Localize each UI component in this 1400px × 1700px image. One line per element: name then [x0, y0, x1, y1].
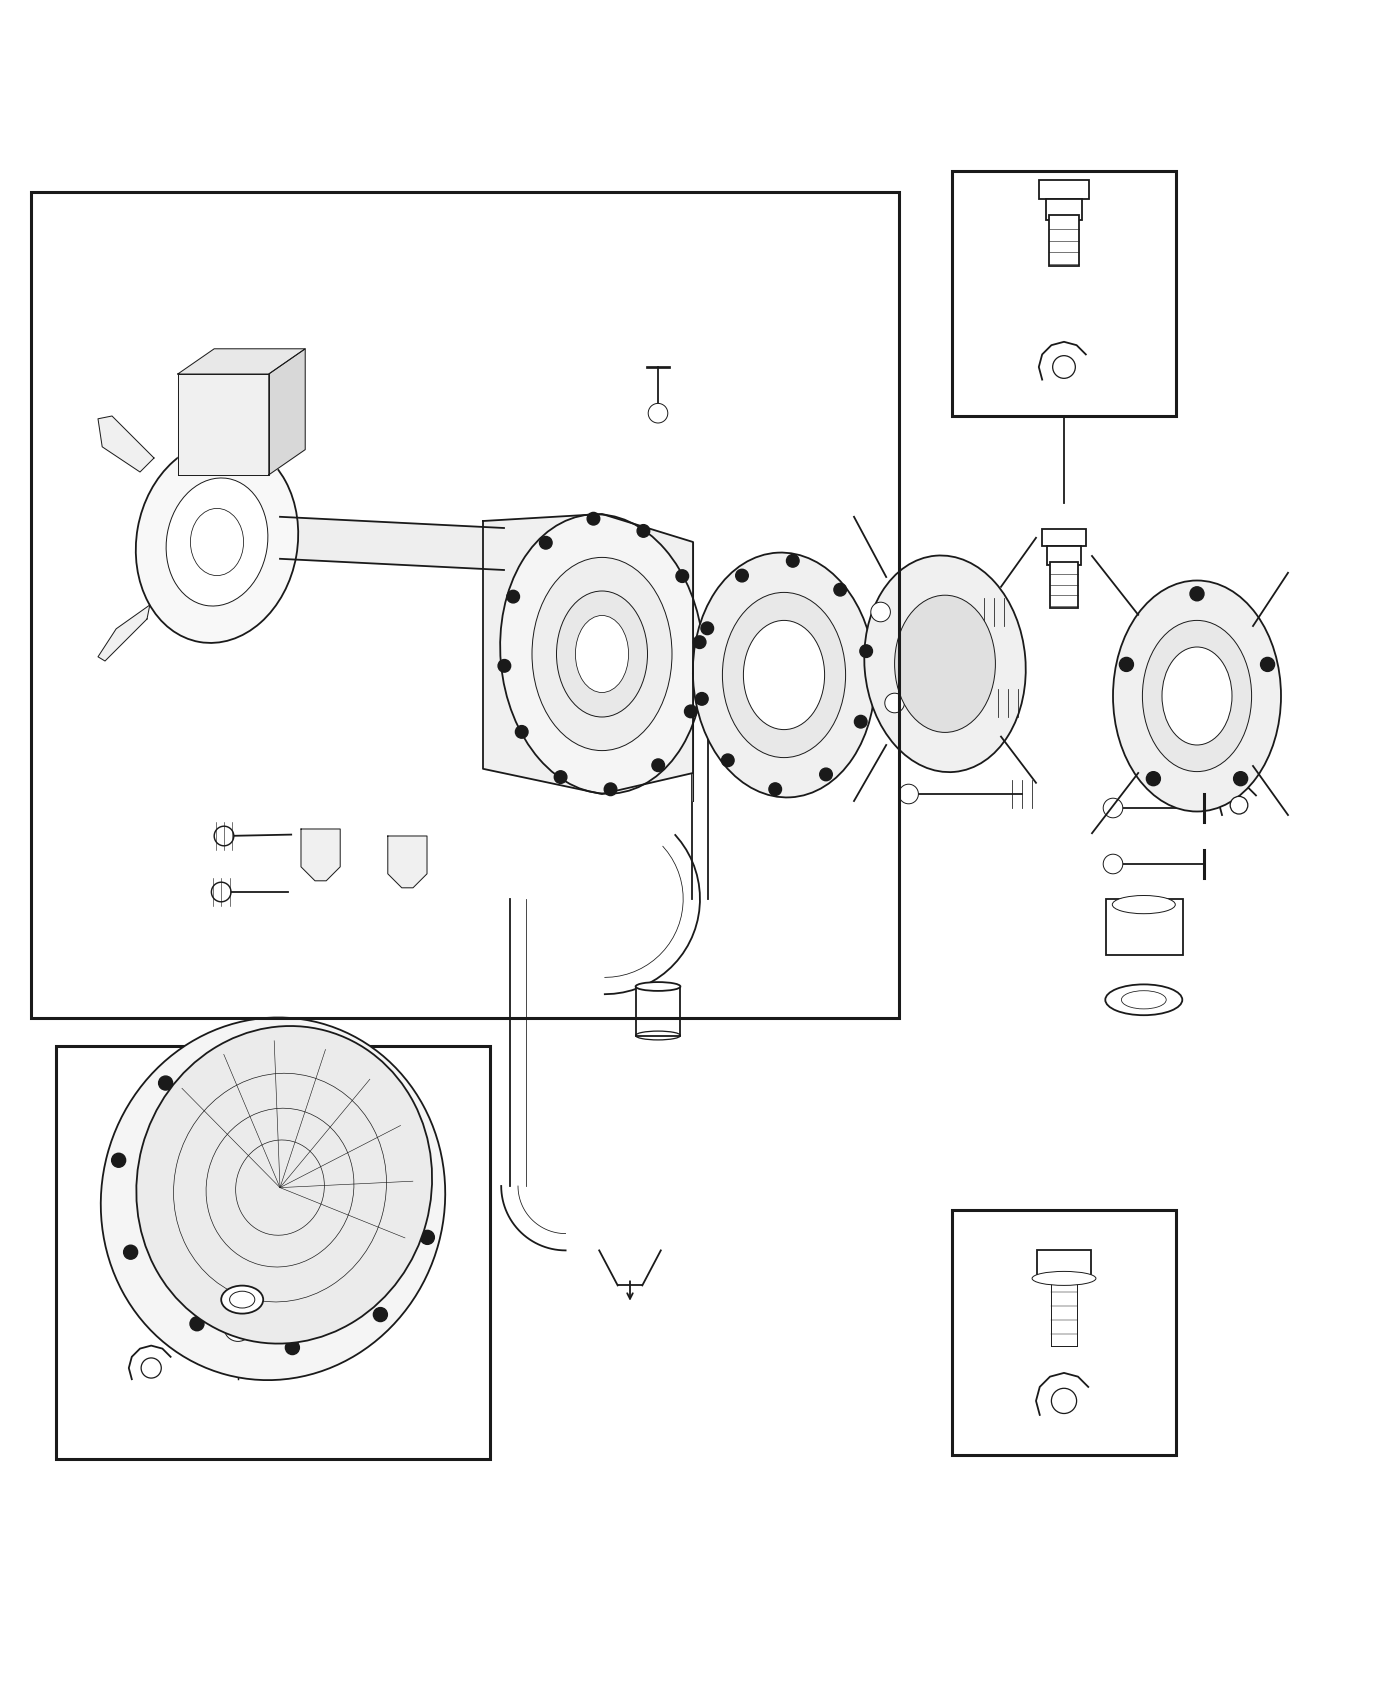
Ellipse shape	[557, 592, 647, 717]
Ellipse shape	[1113, 896, 1176, 913]
Ellipse shape	[636, 983, 680, 991]
Circle shape	[1147, 772, 1161, 785]
Polygon shape	[178, 348, 305, 374]
Ellipse shape	[1121, 991, 1166, 1008]
Ellipse shape	[230, 1292, 255, 1307]
Bar	[952, 172, 1176, 416]
Circle shape	[652, 758, 665, 772]
Bar	[1046, 199, 1082, 219]
Circle shape	[123, 1244, 137, 1260]
Circle shape	[420, 1231, 434, 1244]
Bar	[636, 986, 680, 1035]
Ellipse shape	[136, 440, 298, 643]
Polygon shape	[269, 348, 305, 474]
Circle shape	[605, 784, 617, 796]
Circle shape	[685, 706, 697, 717]
Circle shape	[1051, 1389, 1077, 1413]
Bar	[1106, 899, 1183, 955]
Polygon shape	[129, 1346, 171, 1379]
Circle shape	[696, 692, 708, 706]
Ellipse shape	[895, 595, 995, 733]
Polygon shape	[1039, 342, 1086, 379]
Circle shape	[701, 622, 714, 634]
Circle shape	[1053, 355, 1075, 379]
Circle shape	[214, 826, 234, 847]
Circle shape	[141, 1358, 161, 1379]
Circle shape	[587, 512, 599, 525]
Circle shape	[1231, 796, 1247, 814]
Circle shape	[554, 770, 567, 784]
Ellipse shape	[1113, 580, 1281, 811]
Bar	[1047, 546, 1081, 566]
Circle shape	[1103, 853, 1123, 874]
Polygon shape	[388, 836, 427, 887]
Polygon shape	[280, 517, 504, 570]
Polygon shape	[301, 830, 340, 881]
Circle shape	[885, 694, 904, 712]
Circle shape	[211, 882, 231, 901]
Circle shape	[854, 716, 867, 728]
Polygon shape	[1219, 785, 1256, 814]
Circle shape	[409, 1139, 423, 1153]
Circle shape	[871, 602, 890, 622]
Circle shape	[1103, 799, 1123, 818]
Ellipse shape	[1142, 620, 1252, 772]
Circle shape	[507, 590, 519, 604]
Circle shape	[769, 784, 781, 796]
Circle shape	[787, 554, 799, 568]
Circle shape	[539, 537, 552, 549]
Circle shape	[721, 755, 734, 767]
Bar	[56, 1046, 490, 1459]
Circle shape	[899, 784, 918, 804]
Circle shape	[860, 644, 872, 658]
Circle shape	[190, 1318, 204, 1331]
Ellipse shape	[167, 478, 267, 605]
Circle shape	[246, 1044, 260, 1057]
Ellipse shape	[532, 558, 672, 751]
Circle shape	[1233, 772, 1247, 785]
Circle shape	[1120, 658, 1134, 672]
Ellipse shape	[101, 1018, 445, 1380]
Circle shape	[736, 570, 748, 581]
Ellipse shape	[221, 1285, 263, 1314]
Bar	[952, 1210, 1176, 1455]
Bar	[1037, 1251, 1091, 1278]
Circle shape	[224, 1314, 252, 1341]
Polygon shape	[98, 416, 154, 473]
Ellipse shape	[1162, 648, 1232, 745]
Bar	[31, 192, 899, 1018]
Bar	[1039, 180, 1089, 199]
Polygon shape	[1036, 1374, 1088, 1414]
Circle shape	[158, 1076, 172, 1090]
Ellipse shape	[500, 515, 704, 794]
Circle shape	[1190, 586, 1204, 600]
Circle shape	[676, 570, 689, 583]
Ellipse shape	[693, 552, 875, 797]
Circle shape	[637, 525, 650, 537]
Ellipse shape	[722, 592, 846, 758]
Polygon shape	[98, 605, 150, 661]
Circle shape	[515, 726, 528, 738]
Bar	[1049, 216, 1079, 265]
Circle shape	[834, 583, 847, 597]
Circle shape	[286, 1341, 300, 1355]
Bar	[1050, 561, 1078, 609]
Circle shape	[112, 1153, 126, 1168]
Ellipse shape	[1106, 984, 1183, 1015]
Ellipse shape	[575, 615, 629, 692]
Ellipse shape	[1032, 1272, 1096, 1285]
Circle shape	[374, 1307, 388, 1321]
Circle shape	[342, 1068, 356, 1081]
Circle shape	[693, 636, 706, 648]
Polygon shape	[178, 374, 269, 474]
Circle shape	[820, 768, 832, 780]
Ellipse shape	[864, 556, 1026, 772]
Circle shape	[1260, 658, 1274, 672]
Polygon shape	[483, 513, 693, 794]
Ellipse shape	[136, 1027, 433, 1343]
Ellipse shape	[743, 620, 825, 729]
Circle shape	[648, 403, 668, 423]
Circle shape	[498, 660, 511, 672]
Bar	[1042, 529, 1086, 546]
